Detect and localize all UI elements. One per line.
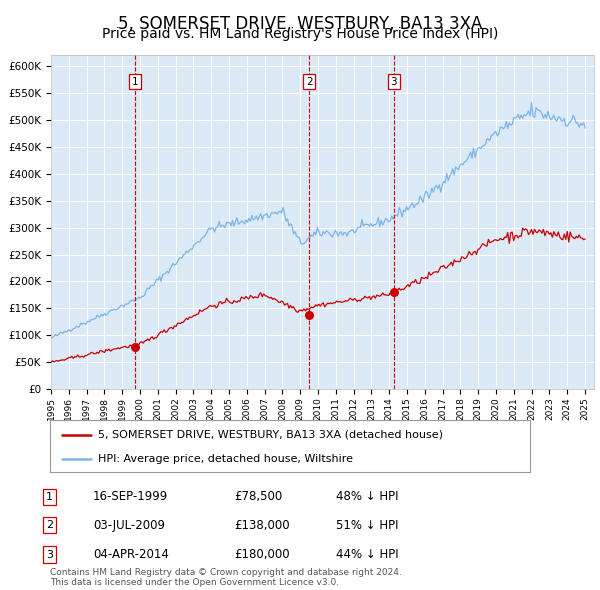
Text: 03-JUL-2009: 03-JUL-2009 (93, 519, 165, 532)
Text: 2: 2 (306, 77, 313, 87)
Text: 48% ↓ HPI: 48% ↓ HPI (336, 490, 398, 503)
Text: 1: 1 (131, 77, 138, 87)
Text: 3: 3 (391, 77, 397, 87)
Text: 2: 2 (46, 520, 53, 530)
Text: 5, SOMERSET DRIVE, WESTBURY, BA13 3XA: 5, SOMERSET DRIVE, WESTBURY, BA13 3XA (118, 15, 482, 33)
Text: 1: 1 (46, 492, 53, 502)
Text: 3: 3 (46, 550, 53, 559)
Text: £138,000: £138,000 (234, 519, 290, 532)
Text: 44% ↓ HPI: 44% ↓ HPI (336, 548, 398, 561)
Text: £78,500: £78,500 (234, 490, 282, 503)
Text: £180,000: £180,000 (234, 548, 290, 561)
Text: Price paid vs. HM Land Registry's House Price Index (HPI): Price paid vs. HM Land Registry's House … (102, 27, 498, 41)
Text: 5, SOMERSET DRIVE, WESTBURY, BA13 3XA (detached house): 5, SOMERSET DRIVE, WESTBURY, BA13 3XA (d… (98, 430, 443, 440)
Text: Contains HM Land Registry data © Crown copyright and database right 2024.
This d: Contains HM Land Registry data © Crown c… (50, 568, 401, 587)
Text: 16-SEP-1999: 16-SEP-1999 (93, 490, 168, 503)
Text: HPI: Average price, detached house, Wiltshire: HPI: Average price, detached house, Wilt… (98, 454, 353, 464)
Text: 04-APR-2014: 04-APR-2014 (93, 548, 169, 561)
Text: 51% ↓ HPI: 51% ↓ HPI (336, 519, 398, 532)
